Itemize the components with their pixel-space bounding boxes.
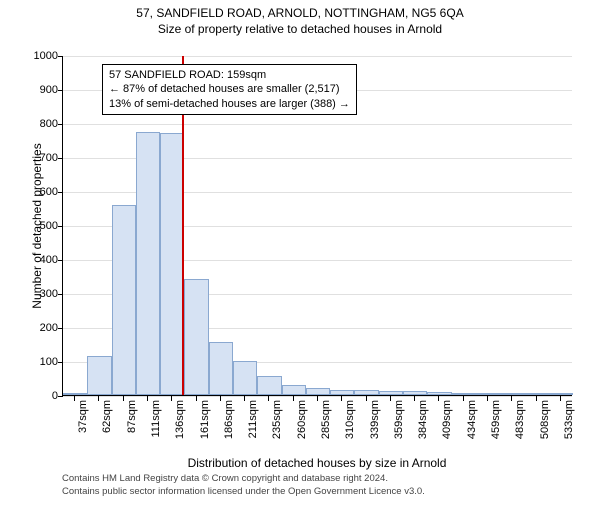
ytick-label: 500 <box>18 220 58 232</box>
xtick-label: 186sqm <box>223 400 235 460</box>
xtick-label: 161sqm <box>199 400 211 460</box>
histogram-bar <box>87 356 111 395</box>
xtick-label: 359sqm <box>393 400 405 460</box>
ytick-label: 300 <box>18 288 58 300</box>
xtick-mark <box>196 396 197 401</box>
ytick-mark <box>58 328 63 329</box>
xtick-label: 533sqm <box>563 400 575 460</box>
xtick-mark <box>147 396 148 401</box>
xtick-mark <box>511 396 512 401</box>
xtick-mark <box>438 396 439 401</box>
histogram-bar <box>403 391 427 395</box>
xtick-mark <box>390 396 391 401</box>
annotation-line1: 57 SANDFIELD ROAD: 159sqm <box>109 68 350 82</box>
xtick-mark <box>268 396 269 401</box>
xtick-label: 434sqm <box>466 400 478 460</box>
ytick-label: 200 <box>18 322 58 334</box>
ytick-label: 800 <box>18 118 58 130</box>
ytick-label: 600 <box>18 186 58 198</box>
histogram-bar <box>184 279 208 395</box>
xtick-label: 37sqm <box>77 400 89 460</box>
chart-subtitle: Size of property relative to detached ho… <box>0 22 600 36</box>
histogram-bar <box>452 393 476 395</box>
histogram-bar <box>209 342 233 395</box>
xtick-label: 62sqm <box>101 400 113 460</box>
xtick-label: 339sqm <box>369 400 381 460</box>
xtick-label: 483sqm <box>514 400 526 460</box>
histogram-bar <box>63 393 87 395</box>
annotation-line3: 13% of semi-detached houses are larger (… <box>109 97 350 111</box>
histogram-bar <box>524 393 548 395</box>
ytick-label: 700 <box>18 152 58 164</box>
chart-container: 57, SANDFIELD ROAD, ARNOLD, NOTTINGHAM, … <box>0 6 600 506</box>
ytick-mark <box>58 226 63 227</box>
footer-line1: Contains HM Land Registry data © Crown c… <box>62 473 425 485</box>
xtick-mark <box>341 396 342 401</box>
histogram-bar <box>476 393 500 395</box>
xtick-label: 87sqm <box>126 400 138 460</box>
xtick-label: 310sqm <box>344 400 356 460</box>
xtick-mark <box>293 396 294 401</box>
histogram-bar <box>549 393 573 395</box>
ytick-mark <box>58 124 63 125</box>
xtick-label: 384sqm <box>417 400 429 460</box>
annotation-line2: ← 87% of detached houses are smaller (2,… <box>109 82 350 96</box>
gridline <box>63 56 572 57</box>
xtick-mark <box>123 396 124 401</box>
xtick-mark <box>317 396 318 401</box>
xtick-mark <box>463 396 464 401</box>
xtick-mark <box>171 396 172 401</box>
histogram-bar <box>233 361 257 395</box>
histogram-bar <box>306 388 330 395</box>
histogram-bar <box>354 390 378 395</box>
xtick-mark <box>366 396 367 401</box>
xtick-mark <box>487 396 488 401</box>
histogram-bar <box>330 390 354 395</box>
ytick-label: 0 <box>18 390 58 402</box>
histogram-bar <box>500 393 524 395</box>
footer-line2: Contains public sector information licen… <box>62 486 425 498</box>
chart-title: 57, SANDFIELD ROAD, ARNOLD, NOTTINGHAM, … <box>0 6 600 20</box>
xtick-label: 211sqm <box>247 400 259 460</box>
xtick-label: 260sqm <box>296 400 308 460</box>
xtick-label: 459sqm <box>490 400 502 460</box>
histogram-bar <box>112 205 136 395</box>
ytick-label: 400 <box>18 254 58 266</box>
ytick-mark <box>58 90 63 91</box>
xtick-label: 409sqm <box>441 400 453 460</box>
ytick-mark <box>58 158 63 159</box>
histogram-bar <box>257 376 281 395</box>
footer-text: Contains HM Land Registry data © Crown c… <box>62 473 425 498</box>
ytick-mark <box>58 56 63 57</box>
xtick-label: 508sqm <box>539 400 551 460</box>
xtick-mark <box>74 396 75 401</box>
xtick-label: 235sqm <box>271 400 283 460</box>
xtick-label: 136sqm <box>174 400 186 460</box>
xtick-mark <box>536 396 537 401</box>
histogram-bar <box>427 392 451 395</box>
xtick-mark <box>560 396 561 401</box>
gridline <box>63 124 572 125</box>
histogram-bar <box>136 132 160 396</box>
xtick-label: 111sqm <box>150 400 162 460</box>
ytick-label: 900 <box>18 84 58 96</box>
xtick-mark <box>98 396 99 401</box>
ytick-label: 1000 <box>18 50 58 62</box>
xtick-mark <box>244 396 245 401</box>
histogram-bar <box>282 385 306 395</box>
ytick-mark <box>58 294 63 295</box>
ytick-mark <box>58 192 63 193</box>
xtick-mark <box>414 396 415 401</box>
ytick-mark <box>58 362 63 363</box>
histogram-bar <box>379 391 403 395</box>
annotation-box: 57 SANDFIELD ROAD: 159sqm ← 87% of detac… <box>102 64 357 115</box>
xtick-label: 285sqm <box>320 400 332 460</box>
ytick-label: 100 <box>18 356 58 368</box>
xtick-mark <box>220 396 221 401</box>
ytick-mark <box>58 396 63 397</box>
ytick-mark <box>58 260 63 261</box>
chart-area: Number of detached properties Distributi… <box>62 56 572 396</box>
